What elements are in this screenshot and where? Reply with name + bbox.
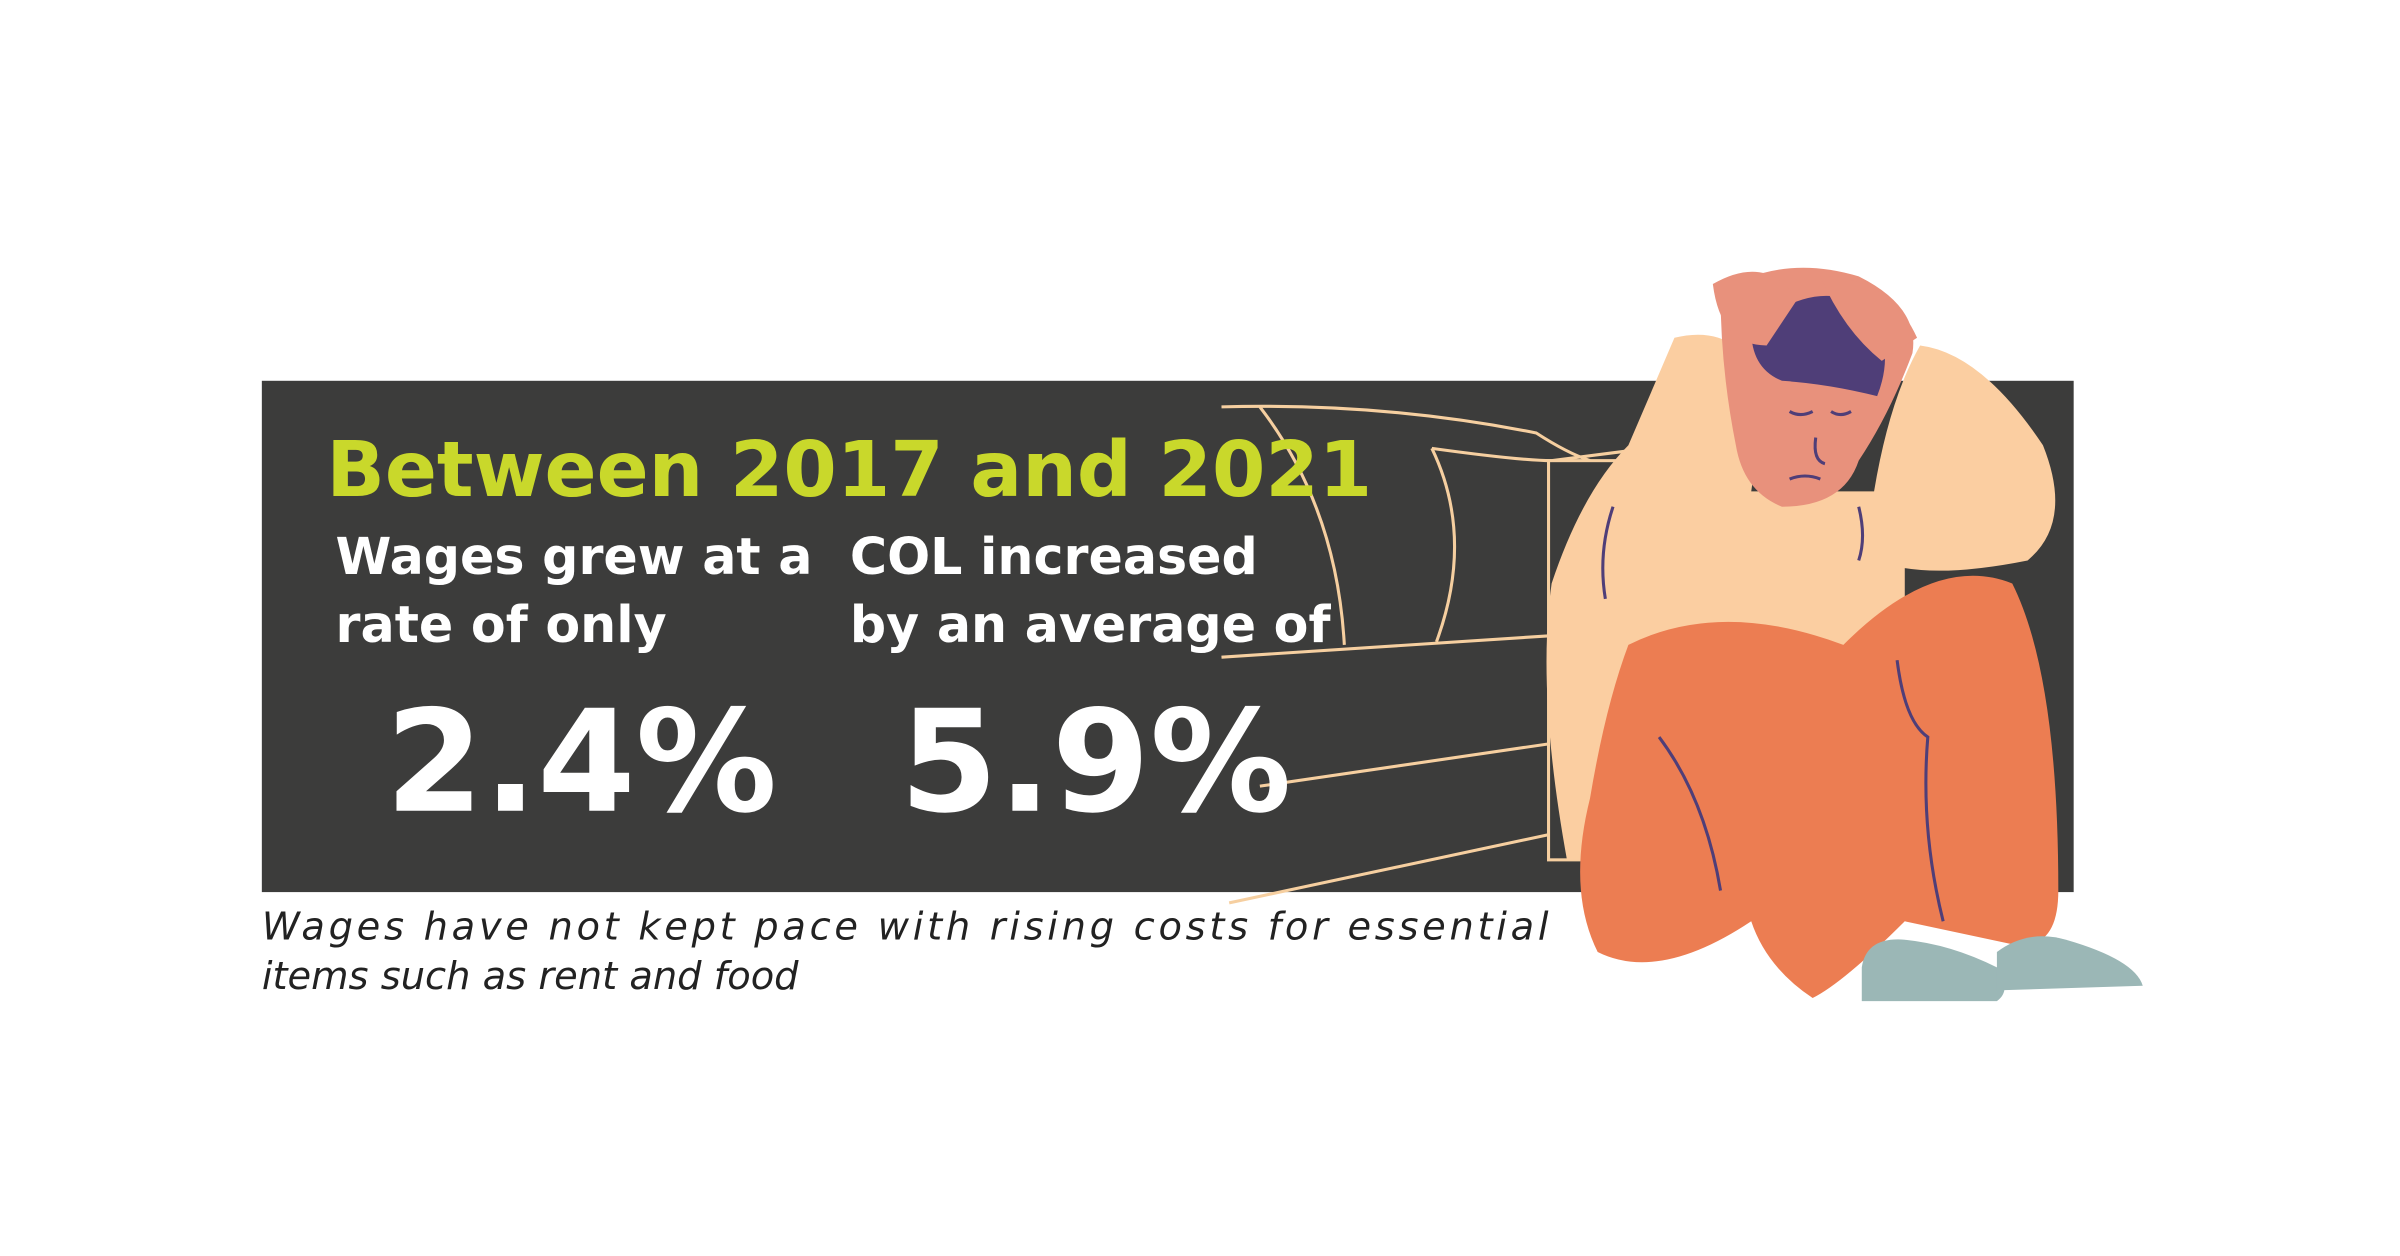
- person-illustration: [1546, 267, 2143, 1002]
- stat-value: 5.9%: [900, 681, 1292, 845]
- stat-value: 2.4%: [385, 681, 777, 845]
- stat-label: by an average of: [850, 595, 1332, 654]
- stat-label: rate of only: [336, 595, 667, 654]
- caption-line: Wages have not kept pace with rising cos…: [262, 905, 1549, 950]
- sofa-outline: [1221, 404, 1626, 905]
- caption-line: items such as rent and food: [262, 954, 799, 999]
- title: Between 2017 and 2021: [326, 426, 1372, 515]
- stat-label: Wages grew at a: [336, 527, 813, 586]
- stat-label: COL increased: [850, 527, 1258, 586]
